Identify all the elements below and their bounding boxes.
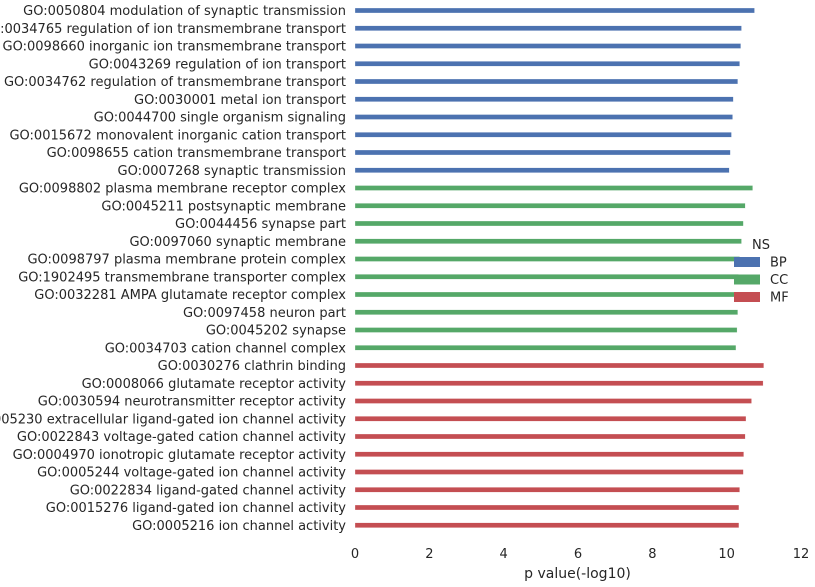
- legend-label-bp: BP: [770, 256, 787, 271]
- category-label: GO:0097458 neuron part: [183, 306, 346, 321]
- bar-cc: [354, 203, 746, 209]
- legend: NS BP CC MF: [734, 238, 789, 306]
- category-label: GO:0004970 ionotropic glutamate receptor…: [13, 448, 347, 463]
- category-label: GO:0045202 synapse: [206, 324, 346, 339]
- category-label: GO:0050804 modulation of synaptic transm…: [23, 4, 346, 19]
- bar-bp: [354, 167, 730, 173]
- category-label: GO:0005230 extracellular ligand-gated io…: [0, 412, 346, 427]
- category-label: GO:0097060 synaptic membrane: [129, 235, 346, 250]
- category-label: GO:0043269 regulation of ion transport: [89, 57, 346, 72]
- category-label: GO:0030594 neurotransmitter receptor act…: [38, 395, 347, 410]
- bar-mf: [354, 416, 747, 422]
- bar-bp: [354, 132, 732, 138]
- bar-mf: [354, 380, 764, 386]
- bar-bp: [354, 43, 741, 49]
- x-tick-label: 4: [500, 547, 508, 562]
- bar-mf: [354, 451, 744, 457]
- bar-bp: [354, 114, 733, 120]
- legend-label-mf: MF: [770, 291, 789, 306]
- category-label: GO:0022834 ligand-gated channel activity: [70, 483, 347, 498]
- bar-bp: [354, 96, 734, 102]
- category-label: GO:0098660 inorganic ion transmembrane t…: [3, 40, 346, 55]
- bar-bp: [354, 78, 738, 85]
- legend-swatch-mf: [734, 292, 760, 302]
- category-label: GO:0044700 single organism signaling: [94, 111, 346, 126]
- bars-group: [354, 7, 764, 528]
- x-tick-label: 6: [574, 547, 582, 562]
- category-label: GO:0015276 ligand-gated ion channel acti…: [46, 501, 347, 516]
- category-label: GO:0005244 voltage-gated ion channel act…: [37, 466, 346, 481]
- bar-bp: [354, 7, 755, 14]
- bar-bp: [354, 149, 731, 156]
- category-label: GO:0005216 ion channel activity: [132, 519, 346, 534]
- x-tick-label: 2: [425, 547, 433, 562]
- bar-cc: [354, 309, 738, 315]
- bar-mf: [354, 487, 740, 493]
- category-label: GO:0098797 plasma membrane protein compl…: [27, 253, 346, 268]
- bar-cc: [354, 274, 739, 280]
- category-label: GO:1902495 transmembrane transporter com…: [18, 270, 346, 285]
- bar-mf: [354, 469, 744, 475]
- x-tick-label: 10: [718, 547, 735, 562]
- legend-label-cc: CC: [770, 273, 788, 288]
- category-label: GO:0032281 AMPA glutamate receptor compl…: [34, 288, 346, 303]
- bar-cc: [354, 345, 737, 351]
- legend-title: NS: [752, 238, 770, 253]
- category-label: GO:0030276 clathrin binding: [158, 359, 346, 374]
- category-label: GO:0015672 monovalent inorganic cation t…: [9, 128, 346, 143]
- bar-cc: [354, 291, 738, 298]
- category-label: GO:0007268 synaptic transmission: [118, 164, 346, 179]
- x-tick-label: 12: [793, 547, 810, 562]
- category-labels: GO:0050804 modulation of synaptic transm…: [0, 4, 346, 534]
- category-label: GO:0022843 voltage-gated cation channel …: [17, 430, 346, 445]
- x-axis-ticks: 0 2 4 6 8 10 12: [351, 547, 809, 562]
- bar-mf: [354, 398, 752, 404]
- bar-cc: [354, 185, 753, 191]
- bar-cc: [354, 327, 738, 333]
- bar-cc: [354, 220, 744, 227]
- category-label: GO:0045211 postsynaptic membrane: [101, 199, 346, 214]
- category-label: GO:0034765 regulation of ion transmembra…: [0, 22, 346, 37]
- category-label: GO:0034703 cation channel complex: [105, 341, 347, 356]
- bar-bp: [354, 61, 740, 67]
- category-label: GO:0008066 glutamate receptor activity: [82, 377, 347, 392]
- legend-swatch-bp: [734, 257, 760, 267]
- x-tick-label: 8: [648, 547, 656, 562]
- category-label: GO:0030001 metal ion transport: [134, 93, 346, 108]
- legend-swatch-cc: [734, 274, 760, 285]
- category-label: GO:0098802 plasma membrane receptor comp…: [19, 182, 346, 197]
- bar-cc: [354, 238, 742, 244]
- category-label: GO:0034762 regulation of transmembrane t…: [4, 75, 346, 90]
- bar-mf: [354, 433, 746, 440]
- x-axis-title: p value(-log10): [524, 566, 631, 582]
- bar-mf: [354, 504, 740, 511]
- bar-cc: [354, 256, 740, 262]
- x-tick-label: 0: [351, 547, 359, 562]
- bar-mf: [354, 362, 764, 369]
- category-label: GO:0098655 cation transmembrane transpor…: [47, 146, 346, 161]
- bar-bp: [354, 25, 742, 31]
- bar-mf: [354, 522, 740, 528]
- category-label: GO:0044456 synapse part: [175, 217, 346, 232]
- legend-items: BP CC MF: [734, 256, 789, 306]
